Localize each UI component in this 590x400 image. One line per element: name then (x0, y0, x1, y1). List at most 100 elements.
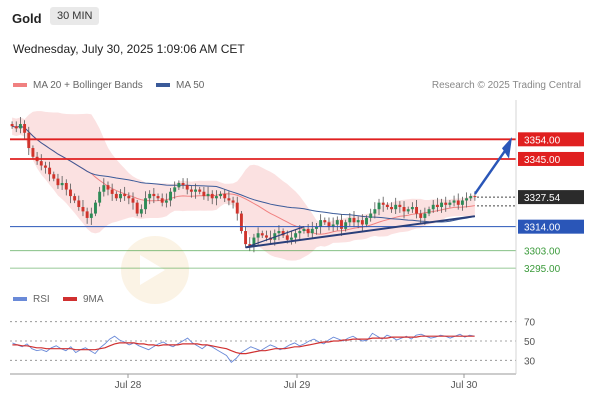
timeframe-badge[interactable]: 30 MIN (50, 7, 100, 25)
candle (440, 198, 444, 213)
resistance-label: 3345.00 (524, 155, 561, 166)
projection-arrow-head (502, 137, 512, 159)
x-tick-label: Jul 29 (284, 380, 311, 391)
ma50-line (11, 125, 475, 223)
candle-body (406, 209, 410, 212)
candle (260, 230, 264, 239)
candle-body (148, 193, 152, 199)
candle (194, 183, 198, 199)
candle (340, 214, 343, 236)
candle-body (177, 182, 181, 188)
candle-body (123, 193, 127, 197)
candle (315, 222, 318, 235)
candle (365, 215, 368, 228)
candle (169, 188, 172, 207)
resistance-label: 3354.00 (524, 135, 561, 146)
candle-body (85, 211, 89, 218)
candle-body (114, 193, 118, 199)
legend-rsi: RSI (13, 294, 50, 305)
candle-body (390, 207, 393, 210)
candle-body (377, 202, 381, 210)
candle (219, 191, 223, 199)
candle-body (444, 202, 448, 205)
candle-body (43, 165, 47, 168)
candle-body (131, 198, 135, 203)
candle-body (440, 202, 444, 208)
candle-body (181, 182, 185, 186)
candle (452, 195, 456, 207)
candle (281, 228, 285, 239)
candle (189, 185, 193, 198)
candle-body (348, 217, 352, 223)
ma9-label: 9MA (83, 294, 104, 305)
candle-body (285, 235, 289, 240)
candle (177, 180, 181, 190)
price-levels (10, 138, 516, 269)
candle (377, 198, 381, 216)
candle-body (394, 204, 398, 210)
candle-body (340, 220, 343, 229)
candle (348, 213, 352, 227)
candle-body (260, 233, 264, 236)
candle (127, 192, 131, 205)
rsi-tick-label: 30 (524, 356, 536, 367)
candle (390, 202, 393, 213)
candle (431, 200, 435, 213)
candle (444, 196, 448, 212)
candle (27, 126, 31, 156)
candle-body (452, 200, 456, 203)
candle-body (152, 193, 156, 197)
candle-body (319, 220, 323, 227)
candle-body (402, 207, 406, 212)
candle-body (144, 198, 147, 210)
rsi-panel: 70 50 30 (10, 318, 536, 367)
candle-body (410, 207, 414, 210)
candle (152, 188, 156, 204)
candle (156, 193, 160, 201)
header: Gold 30 MIN (0, 0, 590, 38)
candle (310, 221, 314, 239)
candle-body (60, 182, 64, 186)
candle (210, 190, 214, 205)
candle (94, 200, 97, 217)
candle-body (48, 167, 52, 175)
channel-trendline (245, 226, 305, 248)
candle-body (98, 191, 102, 203)
candle (427, 206, 431, 217)
candle-body (419, 213, 423, 218)
candle (448, 200, 452, 208)
candle-body (202, 191, 206, 197)
candle-body (294, 233, 298, 238)
ascending-trendline (245, 215, 476, 249)
candle-body (302, 228, 306, 232)
research-credit: Research © 2025 Trading Central (431, 80, 581, 91)
candle (373, 202, 377, 219)
candle (139, 204, 143, 218)
candle (289, 230, 293, 245)
candle (60, 176, 64, 190)
candle (327, 217, 331, 231)
candle (277, 225, 281, 241)
candle (344, 219, 348, 232)
candle-body (210, 193, 214, 199)
candle-body (310, 228, 314, 234)
candle (39, 154, 43, 171)
candle (173, 181, 177, 199)
rsi-label: RSI (33, 294, 50, 305)
candle-body (223, 193, 227, 199)
candle (394, 197, 398, 214)
candle-body (427, 209, 431, 214)
candle-body (344, 222, 348, 229)
candle-body (173, 187, 177, 192)
x-tick-label: Jul 30 (451, 380, 478, 391)
candle (135, 200, 139, 217)
candle (81, 200, 85, 217)
candle (248, 237, 252, 252)
candle (415, 200, 418, 219)
candle (227, 191, 231, 206)
candle-body (27, 132, 31, 149)
candle-body (369, 213, 373, 218)
candle-body (127, 196, 131, 199)
candle-body (102, 185, 106, 192)
